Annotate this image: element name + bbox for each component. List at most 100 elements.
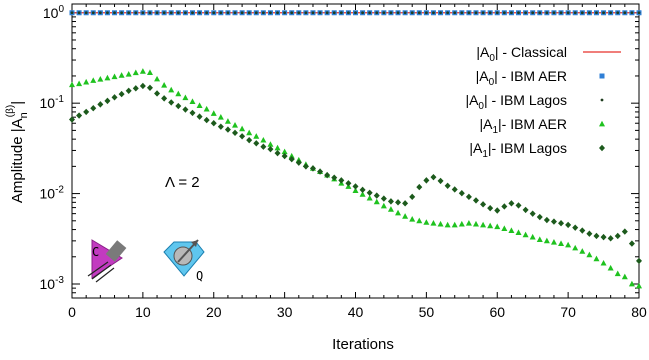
data-point (593, 232, 600, 240)
data-point (510, 11, 513, 15)
data-point (595, 11, 598, 15)
data-point (189, 109, 196, 117)
data-point (210, 120, 217, 127)
data-point (283, 11, 287, 15)
data-point (141, 11, 145, 15)
x-tick-label: 50 (419, 304, 435, 320)
x-tick-label: 20 (206, 304, 222, 320)
data-point (522, 231, 529, 238)
data-point (148, 11, 152, 15)
data-point (460, 11, 464, 15)
data-point (182, 106, 189, 113)
data-point (402, 213, 409, 219)
data-point (536, 213, 543, 221)
data-point (572, 224, 579, 231)
data-point (538, 11, 542, 15)
data-point (501, 203, 508, 210)
data-point (97, 76, 104, 82)
data-point (210, 110, 217, 116)
data-point (636, 257, 642, 265)
data-point (267, 141, 274, 147)
data-point (599, 73, 605, 79)
data-point (487, 222, 494, 229)
data-point (90, 77, 97, 83)
data-point (146, 84, 153, 91)
data-point (382, 11, 386, 15)
data-point (366, 194, 373, 201)
data-point (311, 11, 315, 15)
data-point (545, 11, 549, 15)
data-point (502, 11, 506, 15)
data-point (432, 11, 435, 15)
data-point (359, 186, 366, 194)
data-point (104, 97, 111, 105)
data-point (76, 80, 83, 87)
data-point (630, 11, 634, 15)
data-point (579, 227, 586, 234)
legend-swatch (600, 98, 604, 102)
data-point (154, 75, 161, 82)
data-point (332, 11, 336, 15)
data-point (125, 87, 132, 95)
data-point (543, 237, 550, 244)
data-point (517, 11, 520, 15)
data-point (111, 73, 118, 80)
data-point (224, 126, 231, 133)
data-point (481, 11, 485, 15)
data-point (593, 255, 600, 262)
data-point (139, 68, 146, 74)
data-point (132, 69, 139, 76)
data-point (423, 177, 430, 184)
data-point (458, 189, 465, 197)
data-point (558, 220, 565, 227)
data-point (430, 220, 437, 226)
data-point (508, 200, 515, 207)
series-4 (69, 82, 642, 265)
data-point (587, 11, 591, 15)
data-point (552, 11, 556, 15)
data-point (409, 193, 416, 201)
data-point (154, 90, 161, 97)
data-point (274, 144, 281, 151)
x-tick-label: 0 (68, 304, 76, 320)
data-point (91, 11, 95, 15)
data-point (203, 116, 210, 124)
data-point (288, 152, 295, 159)
data-point (347, 11, 350, 15)
y-tick-label: 100 (43, 4, 65, 21)
data-point (524, 11, 527, 15)
data-point (409, 216, 416, 222)
data-point (239, 125, 246, 132)
data-point (260, 143, 267, 150)
legend-label: |A0| - IBM AER (476, 68, 567, 88)
data-point (261, 11, 265, 15)
data-point (69, 81, 75, 88)
data-point (607, 235, 614, 242)
data-point (373, 198, 380, 205)
data-point (198, 11, 201, 15)
data-point (196, 102, 203, 109)
data-point (70, 11, 74, 15)
data-point (175, 90, 182, 97)
data-point (318, 11, 322, 15)
y-tick-label: 10-1 (40, 94, 65, 111)
data-point (579, 248, 586, 254)
data-point (269, 11, 272, 15)
data-point (416, 183, 423, 191)
data-point (219, 11, 223, 15)
quantum-icon: Q (163, 239, 205, 283)
wire (91, 264, 112, 280)
data-point (586, 251, 593, 258)
data-point (196, 113, 203, 120)
plug-body (105, 240, 127, 262)
data-point (600, 259, 607, 266)
data-point (515, 229, 522, 236)
data-point (281, 152, 288, 160)
wire (87, 261, 109, 277)
data-point (472, 220, 479, 227)
data-point (113, 11, 116, 15)
data-point (444, 182, 451, 189)
data-point (636, 282, 642, 289)
data-point (125, 71, 132, 77)
